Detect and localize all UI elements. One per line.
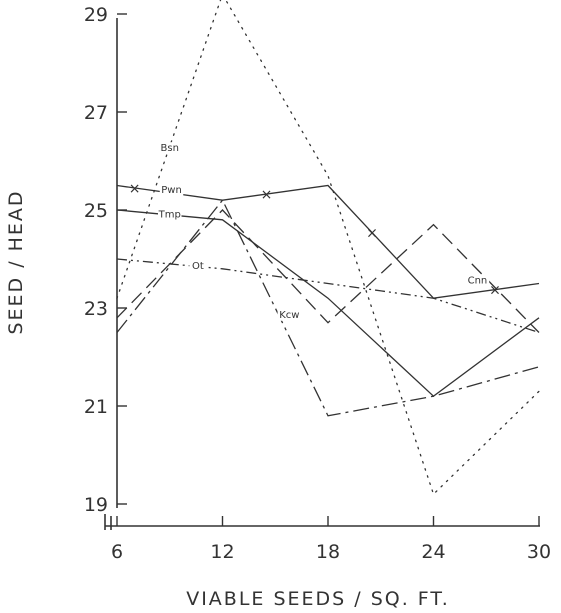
x-marker: ×	[261, 187, 273, 203]
y-tick-label: 29	[84, 4, 108, 26]
x-axis-ticks: 6 12 18 24 30	[111, 516, 551, 563]
series-line-cnn	[116, 209, 540, 333]
x-tick-label: 24	[421, 541, 445, 563]
x-axis-title: VIABLE SEEDS / SQ. FT.	[186, 588, 450, 610]
y-tick-label: 21	[84, 396, 108, 418]
y-tick-label: 25	[84, 200, 108, 222]
series-label-bsn: Bsn	[161, 143, 179, 154]
x-marker: ×	[129, 181, 141, 197]
y-axis-ticks: 19 21 23 25 27 29	[84, 4, 127, 516]
x-marker: ×	[366, 225, 378, 241]
series-line-bsn	[116, 0, 540, 496]
y-tick-label: 23	[84, 298, 108, 320]
series-line-kcw	[116, 198, 540, 417]
series-label-bg	[158, 142, 182, 155]
series-label-kcw: Kcw	[279, 310, 299, 321]
x-tick-label: 30	[527, 541, 551, 563]
series-label-tmp: Tmp	[158, 209, 181, 220]
series-layer: × × × ×	[116, 0, 540, 496]
series-label-pwn: Pwn	[161, 185, 182, 196]
x-marker: ×	[489, 283, 501, 299]
series-line-pwn	[116, 184, 540, 299]
series-label-bg	[158, 208, 182, 221]
series-label-bg	[189, 259, 207, 272]
y-tick-label: 19	[84, 494, 108, 516]
series-label-cnn: Cnn	[468, 276, 488, 287]
series-label-bg	[159, 183, 184, 196]
series-label-ot: Ot	[192, 261, 204, 272]
series-line-ot	[116, 258, 540, 334]
x-tick-label: 6	[111, 541, 123, 563]
x-tick-label: 18	[316, 541, 340, 563]
series-line-tmp	[116, 209, 540, 398]
y-axis-title: SEED / HEAD	[5, 189, 27, 334]
series-labels: Bsn Pwn Tmp Ot Kcw Cnn	[158, 142, 490, 321]
y-tick-label: 27	[84, 102, 108, 124]
x-tick-label: 12	[210, 541, 234, 563]
series-label-bg	[277, 308, 302, 321]
series-label-bg	[465, 274, 490, 287]
